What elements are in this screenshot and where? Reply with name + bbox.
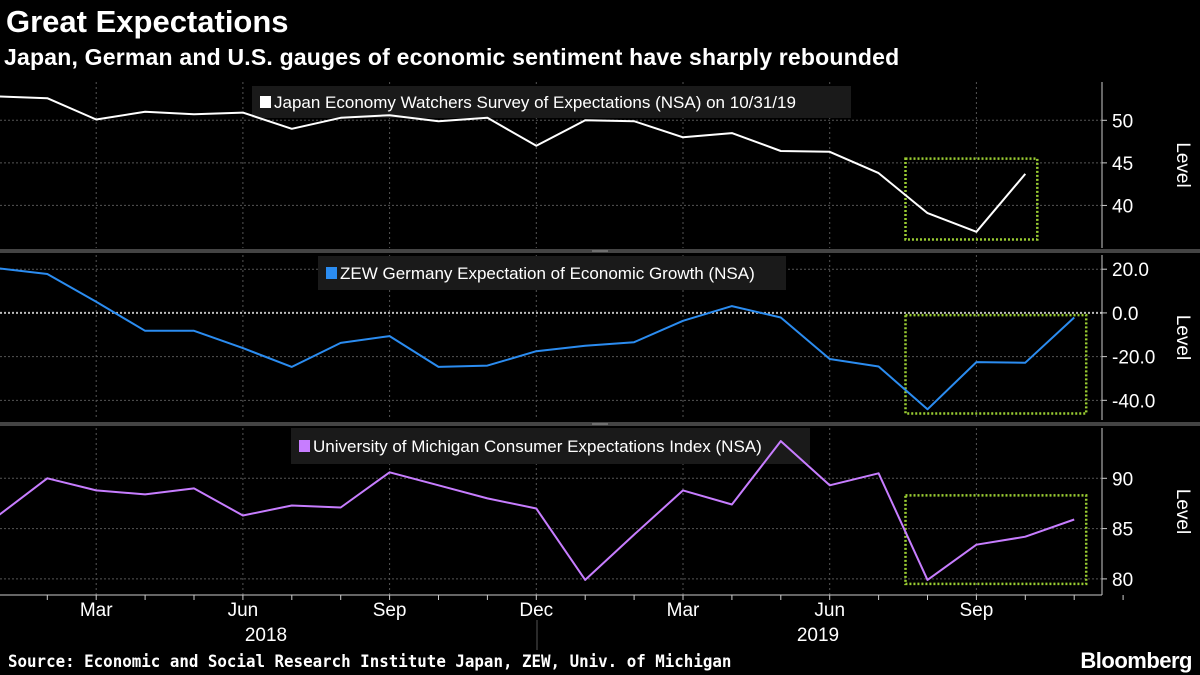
x-tick-label: Jun: [814, 600, 845, 621]
legend-box: [318, 256, 786, 290]
x-tick-label: Sep: [373, 600, 407, 621]
y-axis-label: Level: [1172, 142, 1193, 187]
y-axis-label: Level: [1172, 489, 1193, 534]
legend-label: Japan Economy Watchers Survey of Expecta…: [274, 93, 796, 112]
chart-subtitle: Japan, German and U.S. gauges of economi…: [4, 44, 900, 70]
y-tick-label: 90: [1112, 469, 1133, 490]
y-tick-label: 85: [1112, 520, 1133, 541]
panel-2: 80 85 90 Level University of Michigan Consum…: [0, 428, 1193, 595]
legend-swatch: [260, 96, 271, 108]
y-tick-label: 45: [1112, 154, 1133, 175]
legend-label: ZEW Germany Expectation of Economic Grow…: [340, 264, 755, 283]
x-year-label: 2019: [797, 625, 839, 646]
chart-title: Great Expectations: [6, 4, 289, 39]
y-tick-label: 20.0: [1112, 260, 1149, 281]
legend-box: [291, 428, 810, 464]
y-tick-label: -20.0: [1112, 348, 1155, 369]
highlight-box: [904, 157, 1039, 241]
x-tick-label: Sep: [959, 600, 993, 621]
x-tick-label: Mar: [80, 600, 113, 621]
x-tick-label: Mar: [667, 600, 700, 621]
y-axis-label: Level: [1172, 315, 1193, 360]
panel-0: 40 45 50 Level Japan Economy Watchers Survey…: [0, 82, 1193, 248]
source-note: Source: Economic and Social Research Ins…: [8, 652, 732, 672]
highlight-box: [904, 313, 1088, 415]
y-tick-label: 50: [1112, 111, 1133, 132]
legend-box: [252, 86, 851, 118]
legend-label: University of Michigan Consumer Expectat…: [313, 437, 762, 456]
x-tick-label: Jun: [228, 600, 259, 621]
y-tick-label: -40.0: [1112, 391, 1155, 412]
legend-swatch: [299, 440, 310, 452]
panel-1: -40.0 -20.0 0.0 20.0 Level ZEW Germany Expect…: [0, 255, 1193, 420]
y-tick-label: 0.0: [1112, 304, 1138, 325]
highlight-box: [904, 494, 1088, 586]
bloomberg-logo: Bloomberg: [1080, 648, 1192, 673]
series-line: [0, 95, 1027, 233]
legend-swatch: [326, 267, 337, 279]
y-tick-label: 40: [1112, 196, 1133, 217]
x-tick-label: Dec: [519, 600, 553, 621]
x-year-label: 2018: [245, 625, 287, 646]
y-tick-label: 80: [1112, 570, 1133, 591]
